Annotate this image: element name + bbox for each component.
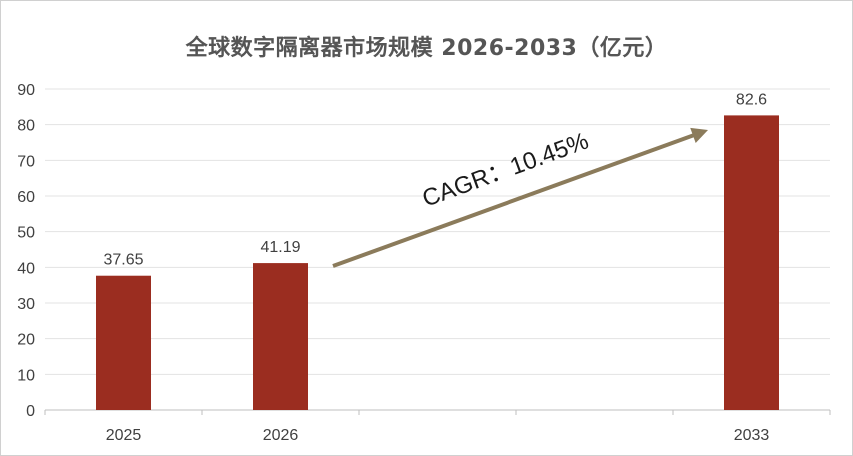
data-labels: 37.65 41.19 82.6 [103,91,767,268]
y-axis-ticks: 0 10 20 30 40 50 60 70 80 90 [17,82,35,420]
y-tick-label: 10 [17,367,35,384]
x-tick-label: 2025 [106,427,142,444]
y-tick-label: 80 [17,118,35,135]
bar [96,275,151,410]
y-tick-label: 70 [17,153,35,170]
arrow-head-icon [690,127,708,143]
gridlines [44,88,831,415]
cagr-annotation: CAGR：10.45% [332,127,708,268]
y-tick-label: 60 [17,189,35,206]
data-label: 41.19 [260,239,300,256]
chart-title: 全球数字隔离器市场规模 2026-2033（亿元） [185,36,668,61]
x-tick-label: 2026 [263,427,299,444]
cagr-label: CAGR：10.45% [419,127,592,212]
data-label: 82.6 [736,91,767,108]
y-tick-label: 0 [26,403,35,420]
x-tick-label: 2033 [734,427,770,444]
data-label: 37.65 [103,252,143,269]
x-axis-ticks: 2025 2026 2033 [106,427,770,444]
y-tick-label: 40 [17,260,35,277]
y-tick-label: 30 [17,296,35,313]
y-tick-label: 20 [17,332,35,349]
y-tick-label: 50 [17,225,35,242]
bar [253,263,308,410]
bars [96,115,779,410]
y-tick-label: 90 [17,82,35,99]
bar [724,115,779,410]
cagr-arrow [332,132,697,268]
